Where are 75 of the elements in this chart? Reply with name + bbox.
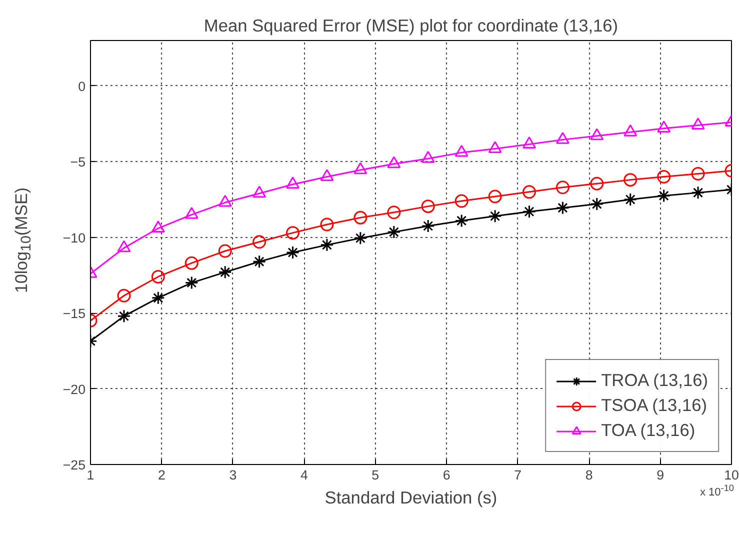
x-tick-label: 2	[158, 468, 166, 482]
x-tick-label: 4	[300, 468, 308, 482]
point	[590, 128, 604, 140]
point	[421, 150, 435, 163]
point	[454, 214, 468, 228]
y-tick-label: 0	[78, 78, 86, 94]
point	[522, 136, 536, 148]
point	[320, 169, 334, 181]
point	[454, 194, 468, 208]
point	[691, 167, 705, 180]
point	[151, 270, 165, 284]
point	[151, 291, 165, 305]
point	[117, 288, 131, 302]
legend-label: TOA (13,16)	[601, 420, 696, 441]
point	[252, 235, 266, 249]
point	[320, 238, 334, 252]
point	[286, 246, 300, 260]
point	[522, 204, 536, 218]
point	[151, 220, 165, 232]
point	[421, 219, 435, 233]
point	[387, 156, 401, 168]
point	[354, 162, 368, 174]
point	[320, 218, 334, 232]
point	[488, 141, 502, 153]
point	[184, 256, 198, 270]
y-tick-label: −10	[62, 230, 86, 246]
x-tick-label: 8	[585, 468, 593, 482]
x-tick-label: 7	[514, 468, 522, 482]
point	[354, 231, 368, 245]
point	[218, 244, 232, 258]
y-tick-label: −5	[70, 154, 86, 170]
x-tick-label: 6	[442, 468, 450, 482]
point	[218, 194, 232, 207]
point	[590, 176, 604, 190]
point	[387, 206, 401, 220]
point	[624, 192, 638, 206]
point	[421, 200, 435, 214]
point	[184, 276, 198, 290]
point	[252, 186, 266, 198]
chart-title: Mean Squared Error (MSE) plot for coordinate (13,16)	[204, 16, 618, 36]
legend-label: TROA (13,16)	[601, 370, 708, 391]
point	[691, 186, 705, 200]
point	[252, 254, 266, 268]
x-tick-label: 5	[372, 468, 380, 482]
point	[657, 188, 671, 202]
point	[218, 265, 232, 279]
point	[691, 118, 705, 130]
x-tick-label: 10	[724, 468, 739, 482]
text: x 10$^{-10}$	[700, 482, 734, 501]
x-axis-title: Standard Deviation (s)	[324, 488, 498, 508]
point	[286, 226, 300, 240]
y-tick-label: −15	[62, 306, 86, 322]
point	[556, 132, 570, 144]
x-tick-label: 3	[229, 468, 237, 482]
point	[556, 201, 570, 215]
point	[624, 124, 638, 136]
point	[286, 176, 300, 189]
point	[184, 206, 198, 219]
point	[354, 210, 368, 224]
point	[488, 209, 502, 223]
point	[657, 170, 671, 184]
point	[454, 144, 468, 157]
y-tick-label: −25	[62, 458, 86, 472]
point	[556, 180, 570, 194]
x-tick-label: 9	[656, 468, 664, 482]
x-tick-label: 1	[86, 468, 94, 482]
y-tick-label: −20	[62, 382, 86, 397]
point	[624, 173, 638, 187]
point	[488, 190, 502, 204]
point	[657, 120, 671, 133]
point	[117, 309, 131, 323]
point	[387, 225, 401, 239]
point	[522, 185, 536, 199]
legend-label: TSOA (13,16)	[601, 395, 708, 416]
point	[590, 197, 604, 211]
